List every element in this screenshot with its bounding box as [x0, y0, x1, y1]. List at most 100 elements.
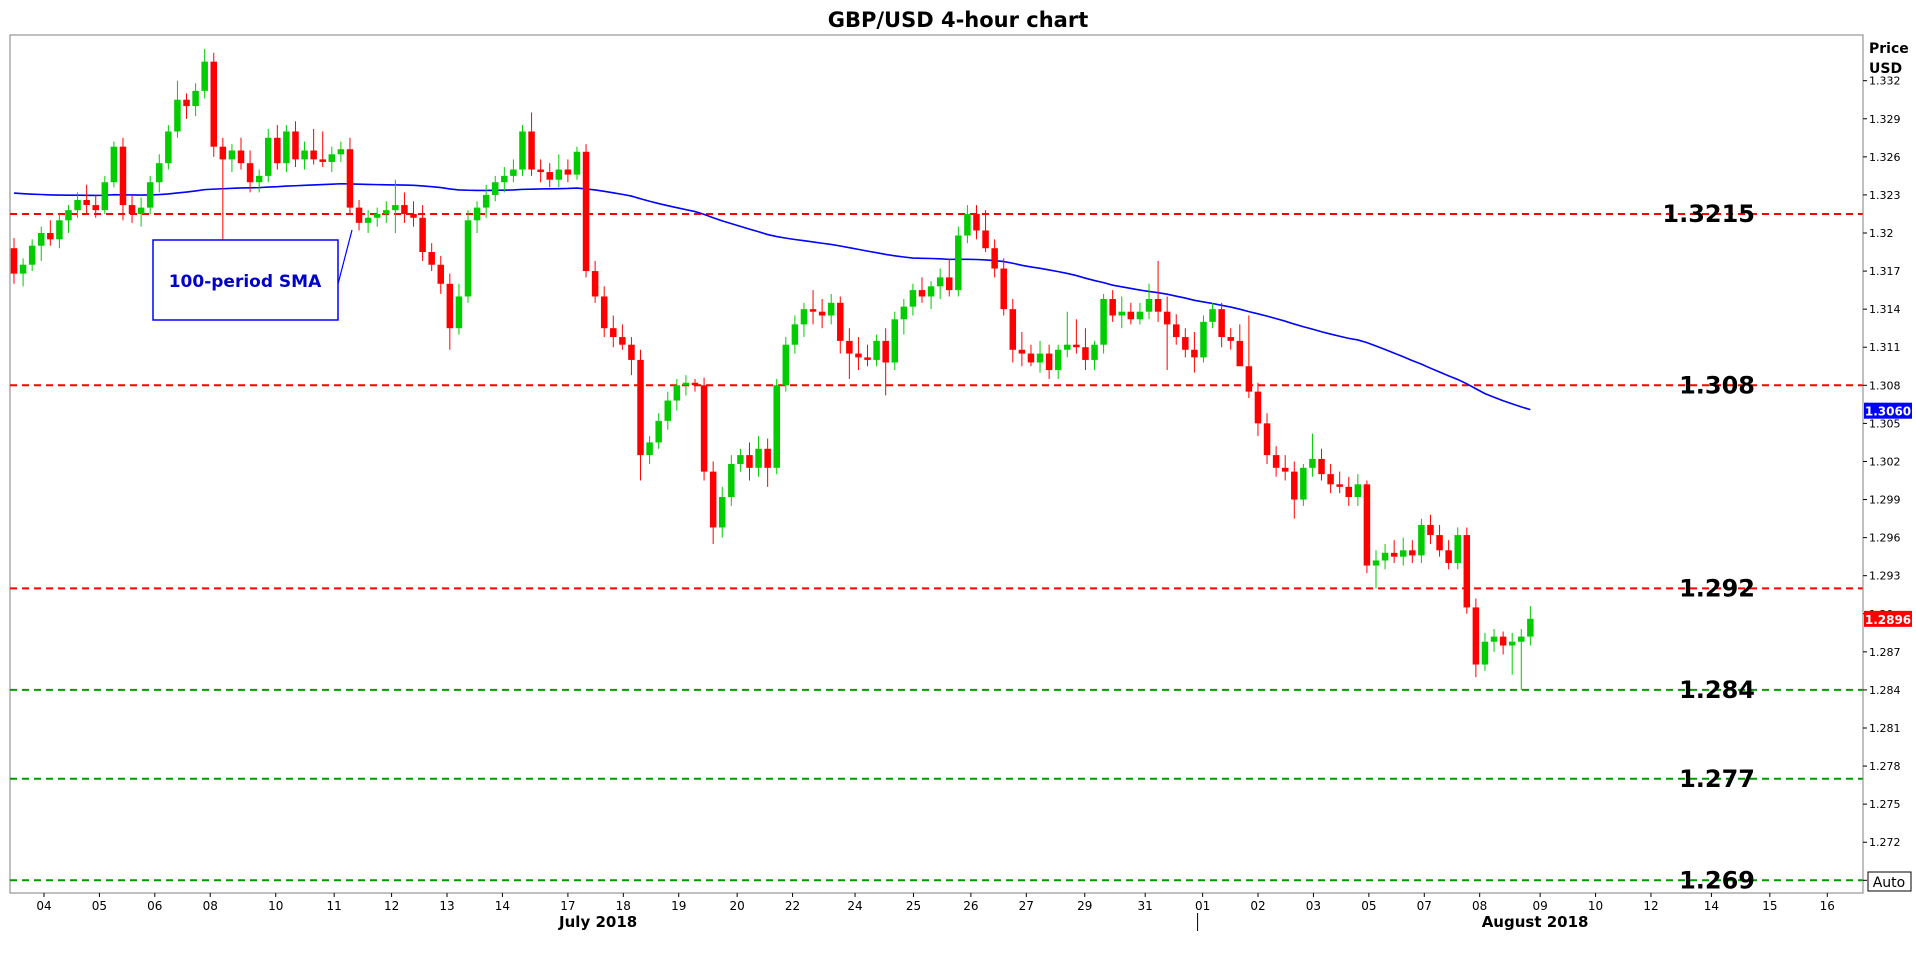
date-tick-label-27: 10: [1588, 899, 1603, 913]
date-tick-label-19: 31: [1138, 899, 1153, 913]
candle-body-16: [156, 163, 163, 183]
date-tick-label-4: 10: [268, 899, 283, 913]
candle-body-106: [973, 213, 980, 231]
candle-body-126: [1154, 299, 1162, 312]
price-tick-label-13: 1.293: [1869, 570, 1901, 583]
price-tick-label-11: 1.299: [1869, 494, 1901, 507]
candle-body-28: [264, 137, 272, 176]
candle-body-102: [936, 277, 944, 287]
candle-body-101: [927, 286, 935, 297]
candle-body-54: [501, 175, 508, 183]
date-tick-label-23: 05: [1361, 899, 1376, 913]
level-label-0: 1.3215: [1662, 200, 1755, 228]
price-tick-label-17: 1.281: [1869, 722, 1901, 735]
candle-body-109: [1000, 268, 1007, 310]
candle-body-17: [165, 131, 172, 164]
candle-body-52: [482, 194, 490, 208]
candle-body-133: [1218, 309, 1225, 338]
candle-body-84: [773, 385, 780, 468]
candle-body-139: [1272, 455, 1280, 468]
sma-price-badge-box: [1864, 402, 1912, 419]
price-tick-label-4: 1.32: [1869, 227, 1894, 240]
candle-body-56: [519, 131, 526, 170]
candle-body-59: [546, 172, 553, 180]
auto-scale-button-label[interactable]: Auto: [1873, 875, 1906, 891]
auto-scale-button-box[interactable]: [1867, 871, 1912, 892]
chart-title: GBP/USD 4-hour chart: [828, 8, 1089, 32]
date-tick-label-15: 25: [906, 899, 921, 913]
candle-body-121: [1109, 299, 1116, 316]
price-tick-label-1: 1.329: [1869, 113, 1901, 126]
candle-body-81: [746, 455, 753, 468]
sma-price-badge-label: 1.3060: [1865, 405, 1911, 419]
candle-body-39: [364, 217, 372, 223]
date-tick-label-6: 12: [384, 899, 399, 913]
candle-body-13: [128, 205, 136, 214]
candle-body-19: [183, 99, 190, 107]
candle-body-72: [664, 400, 672, 421]
candle-body-79: [728, 464, 735, 497]
level-label-5: 1.269: [1679, 866, 1755, 894]
candle-body-60: [555, 169, 563, 180]
price-axis-title-line2: USD: [1869, 61, 1902, 77]
price-tick-label-0: 1.332: [1869, 75, 1901, 88]
candle-body-138: [1263, 423, 1271, 456]
candle-body-89: [818, 311, 826, 316]
sma-callout-line: [337, 229, 353, 285]
candle-body-66: [610, 328, 617, 338]
candle-body-37: [346, 149, 354, 208]
level-lines: [10, 212, 1863, 882]
sma-series: [13, 182, 1531, 411]
candle-body-128: [1172, 324, 1180, 338]
candle-body-144: [1318, 458, 1325, 475]
date-tick-label-21: 02: [1250, 899, 1265, 913]
candle-body-21: [201, 61, 208, 91]
candle-body-62: [573, 151, 581, 175]
price-tick-label-18: 1.278: [1869, 760, 1901, 773]
candle-body-107: [982, 230, 989, 249]
candles: [10, 48, 1534, 690]
candle-body-80: [737, 455, 744, 464]
price-tick-label-5: 1.317: [1869, 265, 1901, 278]
candle-body-164: [1499, 636, 1507, 646]
date-tick-label-16: 26: [963, 899, 978, 913]
candle-body-12: [119, 146, 127, 206]
candle-body-161: [1472, 607, 1480, 665]
candle-body-42: [392, 205, 399, 211]
level-labels: 1.3215 1.308 1.292 1.284 1.277 1.269: [1662, 200, 1755, 894]
candle-body-129: [1182, 337, 1189, 350]
date-tick-label-22: 03: [1306, 899, 1321, 913]
date-tick-label-28: 12: [1643, 899, 1658, 913]
date-tick-label-31: 16: [1820, 899, 1835, 913]
candle-body-154: [1409, 550, 1416, 556]
candle-body-38: [355, 207, 363, 223]
candle-body-108: [991, 248, 998, 269]
candle-body-100: [918, 290, 926, 297]
price-tick-label-15: 1.287: [1869, 646, 1901, 659]
date-tick-label-3: 08: [203, 899, 218, 913]
date-tick-label-13: 22: [785, 899, 800, 913]
date-tick-label-20: 01: [1195, 899, 1210, 913]
month-label-1: August 2018: [1482, 913, 1589, 931]
candle-body-148: [1354, 484, 1362, 497]
candle-body-69: [637, 359, 644, 456]
candle-body-165: [1508, 641, 1516, 646]
date-tick-label-1: 05: [92, 899, 107, 913]
level-label-1: 1.308: [1679, 371, 1755, 399]
last-price-badge-box: [1864, 610, 1912, 627]
candle-body-65: [600, 296, 608, 329]
candle-body-127: [1163, 311, 1171, 325]
candle-body-53: [491, 182, 499, 195]
auto-scale-button[interactable]: Auto: [1867, 871, 1912, 892]
candle-body-36: [337, 149, 345, 155]
candle-body-43: [401, 205, 408, 214]
candle-body-104: [955, 235, 962, 291]
candle-body-22: [210, 61, 218, 147]
date-tick-label-8: 14: [495, 899, 510, 913]
candle-body-57: [528, 131, 535, 170]
candle-body-88: [809, 309, 817, 312]
candle-body-78: [718, 497, 726, 528]
candle-body-92: [846, 340, 853, 354]
